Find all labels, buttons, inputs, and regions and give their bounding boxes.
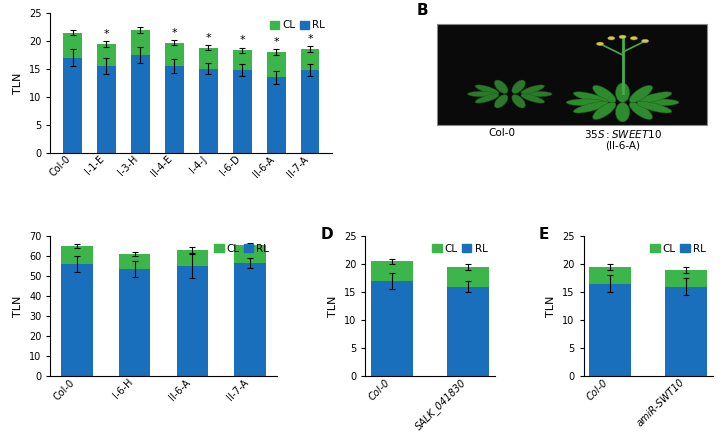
Ellipse shape (475, 85, 499, 94)
Y-axis label: TLN: TLN (13, 72, 23, 94)
Ellipse shape (495, 95, 508, 108)
Bar (447, 287, 489, 376)
Text: *: * (307, 34, 313, 44)
Bar (97, 66, 116, 153)
Text: *: * (205, 33, 211, 43)
Ellipse shape (524, 91, 552, 97)
Bar (60, 246, 93, 264)
Ellipse shape (521, 85, 544, 94)
Bar (176, 250, 208, 266)
Ellipse shape (512, 80, 526, 94)
Text: Col-0: Col-0 (488, 128, 515, 138)
Ellipse shape (629, 85, 652, 103)
Bar (372, 281, 413, 376)
Text: *: * (240, 35, 245, 45)
Ellipse shape (637, 101, 672, 113)
Bar (233, 51, 251, 70)
Bar (233, 70, 251, 153)
Bar (665, 287, 707, 376)
Legend: CL, RL: CL, RL (648, 242, 708, 256)
Ellipse shape (593, 85, 616, 103)
Bar (372, 261, 413, 281)
Ellipse shape (467, 91, 496, 97)
Ellipse shape (573, 101, 608, 113)
Text: B: B (417, 3, 428, 18)
Text: *: * (274, 37, 279, 47)
Y-axis label: TLN: TLN (328, 295, 338, 317)
Bar (63, 58, 82, 153)
Bar (131, 30, 150, 55)
Text: D: D (320, 226, 333, 242)
Legend: CL, RL: CL, RL (268, 18, 327, 32)
Bar (301, 70, 320, 153)
Bar (60, 264, 93, 376)
Text: (II-6-A): (II-6-A) (605, 140, 640, 150)
Bar (436, 24, 707, 125)
Ellipse shape (637, 92, 672, 103)
Ellipse shape (521, 94, 544, 103)
Ellipse shape (629, 102, 652, 119)
Ellipse shape (593, 102, 616, 119)
Bar (301, 49, 320, 70)
Bar (590, 284, 631, 376)
Ellipse shape (495, 80, 508, 94)
Text: $\mathit{35S{:}SWEET10}$: $\mathit{35S{:}SWEET10}$ (584, 128, 662, 139)
Bar (176, 266, 208, 376)
Bar (447, 267, 489, 287)
Bar (235, 245, 266, 263)
Ellipse shape (608, 36, 615, 40)
Bar (235, 263, 266, 376)
Bar (119, 269, 150, 376)
Legend: CL, RL: CL, RL (212, 242, 271, 256)
Ellipse shape (566, 99, 606, 106)
Text: *: * (104, 29, 109, 39)
Bar (267, 77, 286, 153)
Bar (165, 43, 184, 66)
Ellipse shape (616, 83, 630, 102)
Ellipse shape (512, 95, 526, 108)
Bar (97, 44, 116, 66)
Bar (165, 66, 184, 153)
Ellipse shape (630, 36, 637, 40)
Bar (131, 55, 150, 153)
Bar (199, 69, 217, 153)
Bar (199, 48, 217, 69)
Bar (590, 267, 631, 284)
Ellipse shape (639, 99, 679, 106)
Ellipse shape (573, 92, 608, 103)
Ellipse shape (619, 35, 626, 38)
Bar (665, 270, 707, 287)
Ellipse shape (616, 102, 630, 122)
Bar (63, 33, 82, 58)
Y-axis label: TLN: TLN (546, 295, 557, 317)
Bar (119, 254, 150, 269)
Ellipse shape (642, 39, 649, 43)
Ellipse shape (475, 94, 499, 103)
Legend: CL, RL: CL, RL (430, 242, 490, 256)
Y-axis label: TLN: TLN (14, 295, 24, 317)
Text: *: * (171, 28, 177, 38)
Text: E: E (539, 226, 549, 242)
Bar (267, 52, 286, 77)
Ellipse shape (597, 42, 603, 45)
